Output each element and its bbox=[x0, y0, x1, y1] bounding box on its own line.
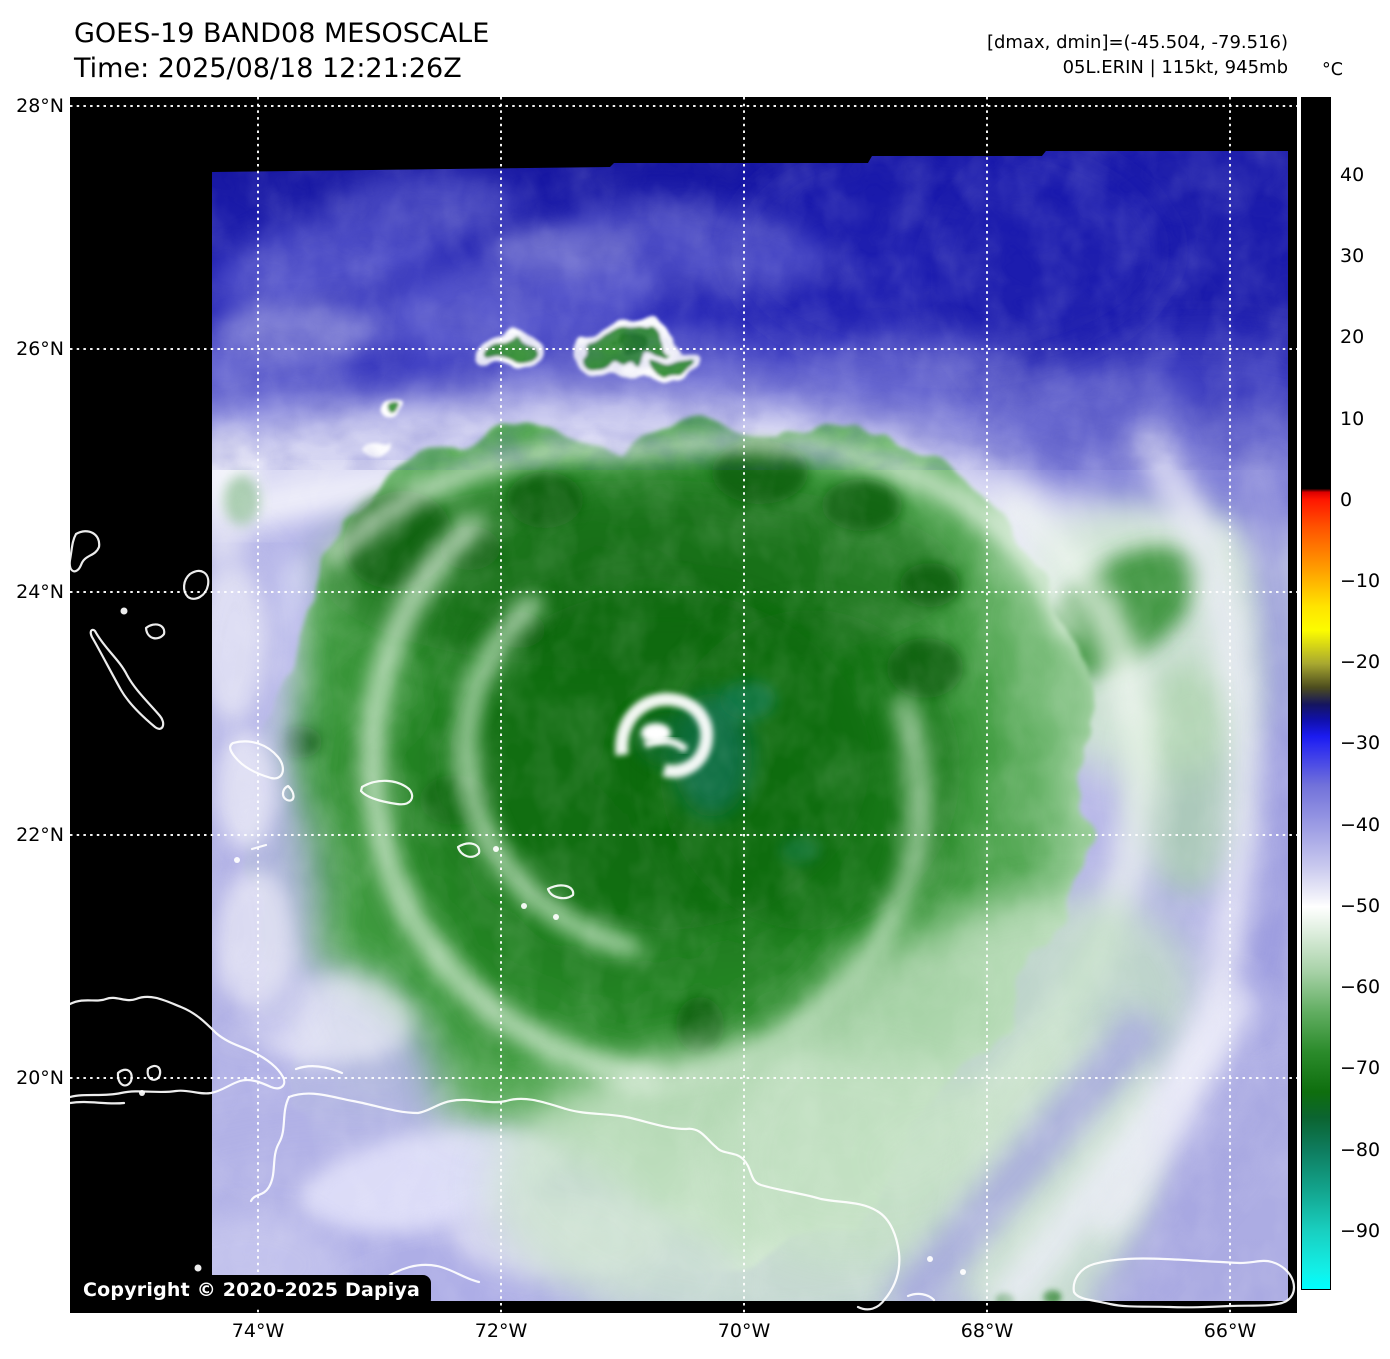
latitude-tick-label: 28°N bbox=[16, 95, 64, 117]
colorbar-tick-label: 0 bbox=[1340, 488, 1353, 511]
coastlines bbox=[70, 530, 1296, 1311]
storm-info-annotation: 05L.ERIN | 115kt, 945mb bbox=[1062, 57, 1288, 78]
colorbar-tick-label: 20 bbox=[1340, 326, 1365, 349]
title-block: GOES-19 BAND08 MESOSCALE Time: 2025/08/1… bbox=[74, 16, 489, 86]
colorbar-tick-label: −30 bbox=[1340, 732, 1381, 755]
colorbar bbox=[1301, 97, 1331, 1290]
satellite-data-sector bbox=[212, 151, 1288, 1301]
colorbar-tick-label: −50 bbox=[1340, 894, 1381, 917]
latitude-tick-label: 24°N bbox=[16, 581, 64, 603]
colorbar-tick-label: −70 bbox=[1340, 1057, 1381, 1080]
latitude-tick-label: 22°N bbox=[16, 824, 64, 846]
colorbar-tick-label: 40 bbox=[1340, 163, 1365, 186]
longitude-tick-label: 68°W bbox=[960, 1320, 1014, 1342]
colorbar-tick-label: −40 bbox=[1340, 813, 1381, 836]
colorbar-tick-label: 10 bbox=[1340, 407, 1365, 430]
figure-title: GOES-19 BAND08 MESOSCALE bbox=[74, 18, 490, 49]
colorbar-tick-label: 30 bbox=[1340, 245, 1365, 268]
longitude-tick-label: 72°W bbox=[474, 1320, 528, 1342]
longitude-tick-label: 66°W bbox=[1203, 1320, 1257, 1342]
colorbar-tick-label: −80 bbox=[1340, 1138, 1381, 1161]
colorbar-tick-label: −90 bbox=[1340, 1219, 1381, 1242]
latitude-tick-label: 26°N bbox=[16, 338, 64, 360]
dmax-dmin-annotation: [dmax, dmin]=(-45.504, -79.516) bbox=[986, 32, 1288, 53]
figure-timestamp: Time: 2025/08/18 12:21:26Z bbox=[74, 53, 462, 84]
colorbar-tick-label: −10 bbox=[1340, 570, 1381, 593]
graticule bbox=[70, 97, 1297, 1313]
longitude-tick-label: 70°W bbox=[717, 1320, 771, 1342]
colorbar-tick-label: −60 bbox=[1340, 976, 1381, 999]
colorbar-tick-label: −20 bbox=[1340, 651, 1381, 674]
copyright-badge: Copyright © 2020-2025 Dapiya bbox=[72, 1275, 432, 1307]
longitude-tick-label: 74°W bbox=[231, 1320, 285, 1342]
latitude-tick-label: 20°N bbox=[16, 1067, 64, 1089]
colorbar-unit-label: °C bbox=[1322, 60, 1343, 80]
annotation-block: [dmax, dmin]=(-45.504, -79.516) 05L.ERIN… bbox=[987, 30, 1288, 80]
